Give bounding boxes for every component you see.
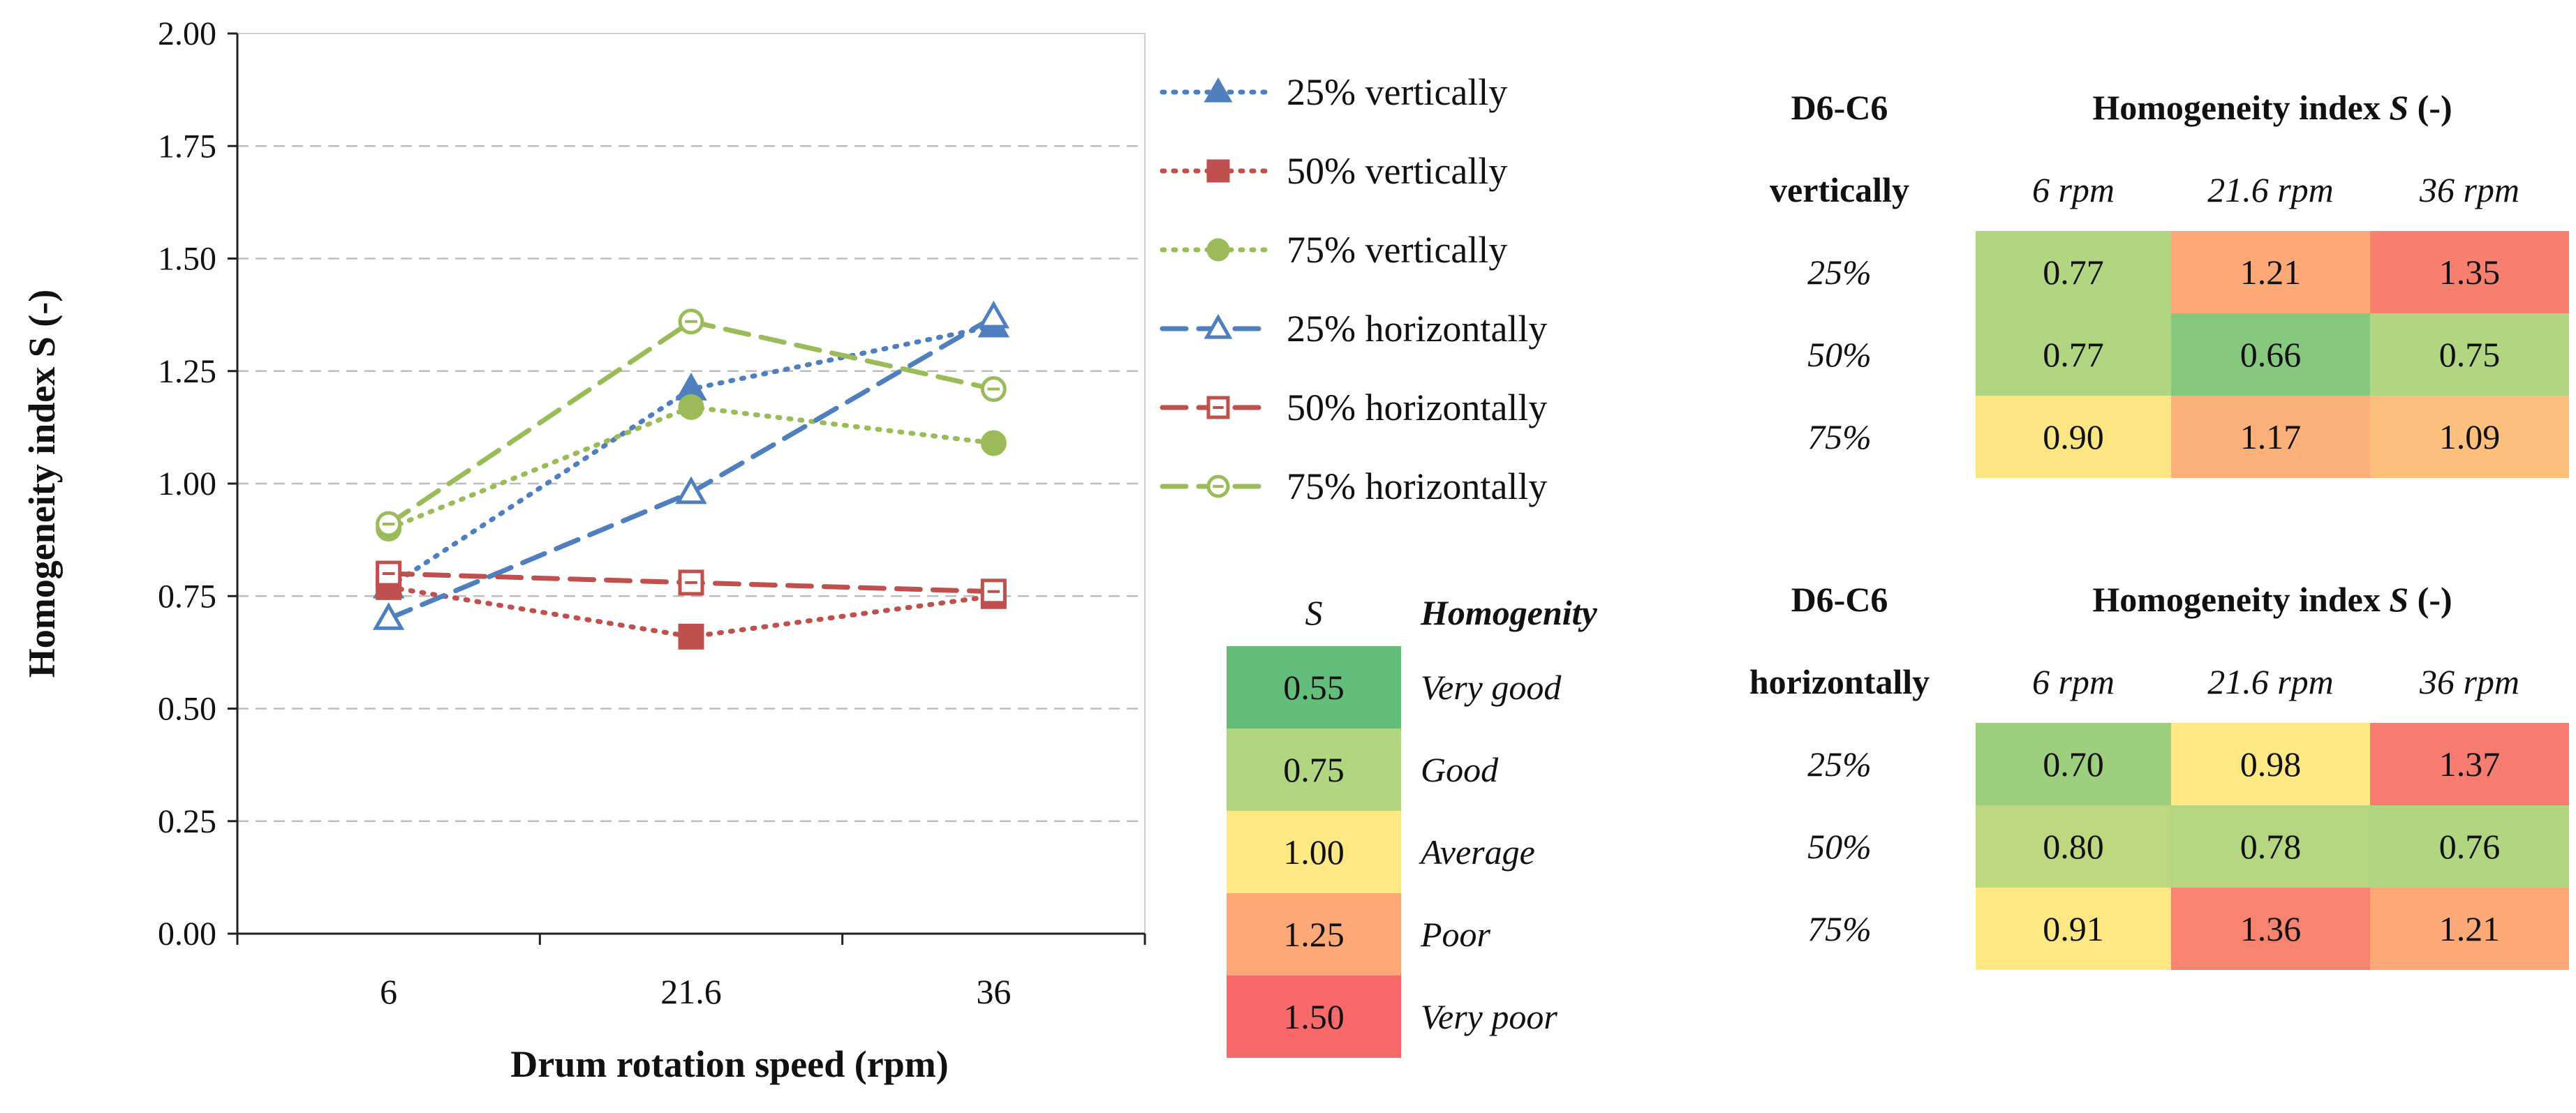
table-cell: 0.80 [1976,805,2171,888]
orientation-label: vertically [1770,170,1909,209]
scale-value: 1.25 [1227,893,1401,976]
scale-label: Very poor [1421,997,1557,1036]
scale-value: 0.75 [1227,729,1401,811]
speed-header: 21.6 rpm [2207,662,2334,701]
table-cell: 1.37 [2370,723,2569,805]
homogeneity-scale-table: S Homogenity 0.55 Very good 0.75 Good 1.… [1227,579,1645,1058]
table-cell: 0.98 [2171,723,2370,805]
series-line [386,323,996,590]
y-tick-label: 2.00 [158,15,216,52]
table-cell: 1.35 [2370,231,2569,313]
fill-level-label: 50% [1807,827,1872,866]
orientation-label: horizontally [1749,662,1930,701]
y-tick-label: 0.50 [158,691,216,728]
data-point [980,578,1007,605]
speed-header: 6 rpm [2031,662,2115,701]
table-cell: 0.66 [2171,313,2370,396]
data-point [675,476,707,505]
axes [228,32,1146,945]
x-tick-label: 21.6 [660,972,722,1011]
data-point [980,430,1007,456]
fill-level-label: 25% [1807,745,1872,784]
legend-label: 25% horizontally [1287,308,1547,350]
y-tick-label: 0.75 [158,578,216,615]
y-tick-label: 1.00 [158,465,216,502]
x-axis-title: Drum rotation speed (rpm) [510,1043,948,1085]
speed-header: 21.6 rpm [2207,170,2334,209]
legend-label: 75% vertically [1287,229,1507,271]
axis-labels: 0.00 0.25 0.50 0.75 1.00 1.25 1.50 1.75 2.00 6 21.… [21,15,1011,1085]
series-line [386,404,996,531]
y-tick-label: 0.25 [158,803,216,840]
table-cell: 1.21 [2370,888,2569,970]
scale-col-s: S [1305,593,1323,632]
speed-header: 36 rpm [2419,170,2520,209]
scale-label: Very good [1421,668,1562,707]
speed-header: 6 rpm [2031,170,2115,209]
table-cell: 0.90 [1976,396,2171,478]
x-tick-label: 36 [976,972,1011,1011]
speed-header: 36 rpm [2419,662,2520,701]
scale-value: 1.50 [1227,976,1401,1058]
table-cell: 0.70 [1976,723,2171,805]
legend-label: 50% vertically [1287,150,1507,192]
legend-marker [1206,238,1230,262]
table-cell: 1.36 [2171,888,2370,970]
scale-value: 0.55 [1227,646,1401,729]
legend-marker [1204,313,1233,339]
data-point [977,300,1010,329]
legend-label: 25% vertically [1287,71,1507,113]
data-point [678,394,704,420]
legend-label: 50% horizontally [1287,387,1547,428]
table-header: Homogeneity index S (-) [2092,580,2452,619]
chart-legend: 25% vertically 50% vertically 75% vertical… [1160,71,1547,507]
fill-level-label: 25% [1807,253,1872,292]
table-cell: 1.09 [2370,396,2569,478]
y-axis-title: Homogeneity index S (-) [21,290,63,678]
table-cell: 0.77 [1976,231,2171,313]
sample-label: D6-C6 [1791,580,1888,619]
scale-label: Average [1421,832,1535,872]
y-tick-label: 1.25 [158,353,216,390]
table-cell: 0.75 [2370,313,2569,396]
legend-marker [1204,77,1233,103]
table-cell: 0.78 [2171,805,2370,888]
table-header: Homogeneity index S (-) [2092,88,2452,127]
data-point [372,602,405,630]
legend-label: 75% horizontally [1287,465,1547,507]
table-cell: 1.17 [2171,396,2370,478]
legend-marker [1206,159,1230,183]
table-cell: 1.21 [2171,231,2370,313]
y-tick-label: 0.00 [158,916,216,953]
series-lines [372,300,1010,650]
scale-value: 1.00 [1227,811,1401,893]
fill-level-label: 50% [1807,335,1872,374]
y-tick-label: 1.75 [158,128,216,165]
series-line [386,584,996,639]
fill-level-label: 75% [1807,909,1872,948]
scale-label: Poor [1421,915,1490,954]
scale-col-homogeneity: Homogenity [1421,593,1597,632]
y-tick-label: 1.50 [158,241,216,278]
fill-level-label: 75% [1807,417,1872,456]
table-cell: 0.76 [2370,805,2569,888]
x-tick-label: 6 [380,972,397,1011]
horizontal-homogeneity-table: D6-C6 Homogeneity index S (-) horizontal… [1703,558,2569,970]
table-cell: 0.91 [1976,888,2171,970]
vertical-homogeneity-table: D6-C6 Homogeneity index S (-) vertically… [1703,66,2569,478]
data-point [678,623,704,650]
scale-label: Good [1421,750,1499,789]
table-cell: 0.77 [1976,313,2171,396]
sample-label: D6-C6 [1791,88,1888,127]
